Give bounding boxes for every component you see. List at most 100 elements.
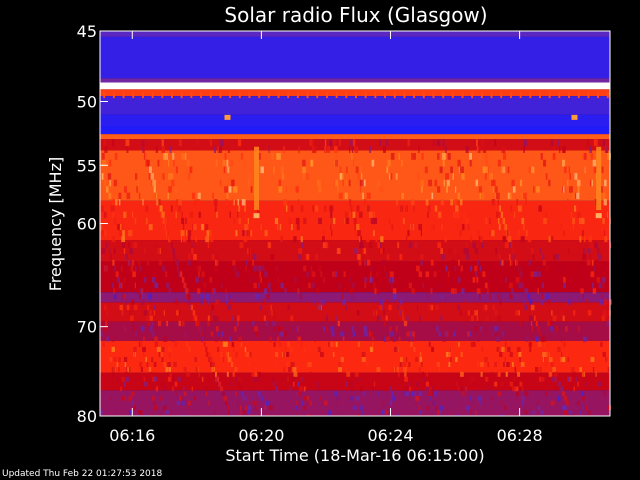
texture-streak [192,310,196,316]
texture-streak [484,152,489,160]
texture-streak [272,310,275,316]
texture-streak [192,254,197,260]
texture-streak [307,362,311,367]
texture-streak [591,179,594,187]
texture-streak [331,230,333,237]
texture-streak [592,288,596,294]
texture-streak [398,351,402,358]
texture-streak [501,346,503,352]
texture-streak [230,366,235,372]
texture-streak [418,391,423,397]
texture-streak [229,211,231,218]
texture-streak [327,414,330,416]
texture-streak [302,166,306,174]
texture-streak [542,282,545,289]
texture-streak [435,304,439,311]
texture-streak [216,211,218,218]
texture-streak [561,357,566,363]
texture-streak [224,341,228,347]
texture-streak [359,179,364,187]
texture-streak [369,146,372,153]
texture-streak [450,400,453,406]
texture-streak [383,386,387,392]
texture-streak [139,341,144,347]
texture-streak [103,230,107,237]
texture-streak [161,211,165,218]
texture-streak [570,414,573,416]
texture-streak [187,173,191,180]
texture-streak [109,159,111,167]
texture-streak [358,259,362,266]
texture-streak [252,400,257,406]
texture-streak [209,357,214,363]
texture-streak [129,254,131,260]
texture-streak [180,230,185,237]
texture-streak [407,139,410,147]
texture-streak [167,376,172,382]
texture-streak [513,211,516,218]
texture-streak [484,304,487,311]
texture-streak [224,396,226,401]
texture-streak [399,357,403,363]
texture-streak [385,139,389,147]
texture-streak [215,326,219,332]
texture-streak [544,357,546,363]
texture-streak [399,304,404,311]
texture-streak [516,396,519,401]
texture-streak [418,405,421,411]
texture-streak [349,277,352,283]
texture-streak [324,146,326,153]
texture-streak [393,293,397,300]
texture-streak [183,282,187,289]
texture-streak [530,304,535,311]
frequency-band [100,36,610,79]
texture-streak [539,331,542,337]
texture-streak [419,357,423,363]
texture-streak [524,288,527,294]
texture-streak [286,186,291,193]
texture-streak [325,242,329,249]
texture-streak [138,259,141,266]
texture-streak [527,236,532,243]
updated-timestamp: Updated Thu Feb 22 01:27:53 2018 [2,469,163,479]
texture-streak [200,331,202,337]
texture-streak [587,139,590,147]
texture-streak [100,410,104,415]
periodic-mark [442,92,445,99]
texture-streak [462,224,464,231]
texture-streak [277,277,280,283]
texture-streak [220,139,224,147]
texture-streak [531,410,536,415]
texture-streak [190,166,192,174]
texture-streak [141,139,143,147]
texture-streak [250,230,253,237]
texture-streak [331,331,335,337]
texture-streak [595,371,597,377]
texture-streak [471,159,473,167]
texture-streak [231,179,235,187]
texture-streak [424,166,428,174]
texture-streak [149,371,153,377]
texture-streak [399,254,403,260]
texture-streak [588,254,592,260]
texture-streak [278,179,281,187]
texture-streak [354,248,358,255]
texture-streak [281,326,284,332]
texture-streak [559,146,561,153]
texture-streak [369,277,374,283]
texture-streak [179,396,182,401]
texture-streak [186,371,191,377]
texture-streak [371,211,376,218]
texture-streak [414,400,418,406]
texture-streak [519,381,523,387]
texture-streak [229,410,233,415]
texture-streak [278,186,283,193]
texture-streak [455,381,458,387]
texture-streak [412,331,416,337]
texture-streak [509,242,512,249]
texture-streak [240,410,242,415]
texture-streak [334,159,339,167]
texture-streak [226,405,229,411]
texture-streak [343,179,348,187]
texture-streak [243,236,248,243]
